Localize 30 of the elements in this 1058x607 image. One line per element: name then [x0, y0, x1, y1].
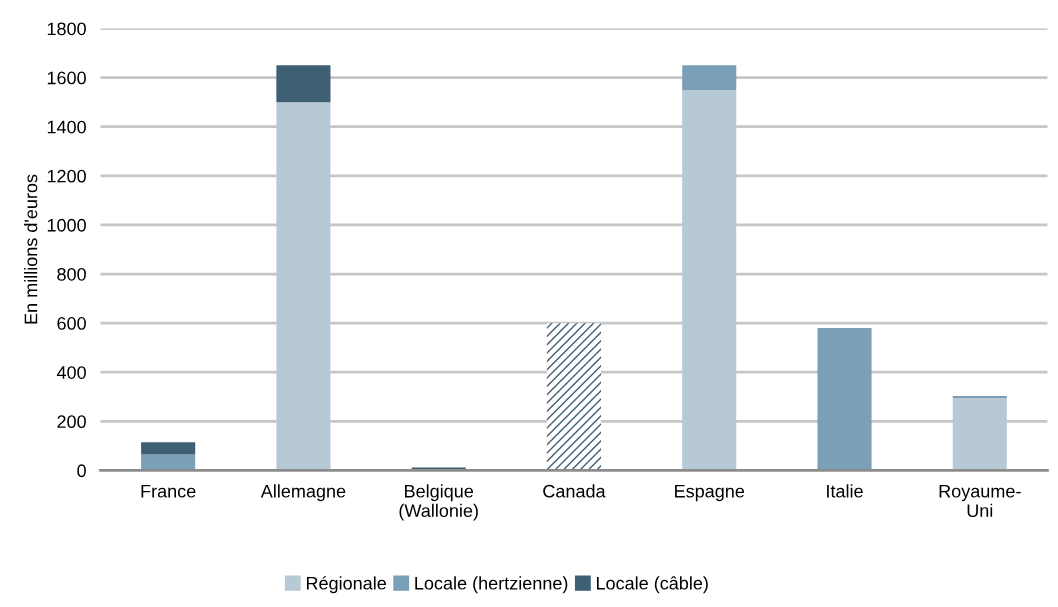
x-tick-label: Italie [827, 484, 863, 498]
y-tick-label: 200 [57, 415, 86, 429]
x-tick-label: France [141, 484, 196, 498]
bar [141, 442, 196, 455]
legend-label: Locale (câble) [596, 576, 708, 594]
y-tick-label: 400 [56, 366, 86, 379]
x-tick-label: Espagne [675, 484, 745, 502]
y-tick-label: 1600 [47, 71, 86, 85]
y-tick-label: 1400 [47, 120, 86, 134]
x-tick-label: Belgique (Wallonie) [399, 484, 478, 521]
bar [817, 328, 872, 471]
bar [952, 398, 1007, 471]
bar [276, 102, 331, 471]
y-tick-label: 600 [57, 317, 86, 330]
y-axis-title: En millions d'euros [24, 174, 38, 324]
bar [141, 454, 196, 471]
y-tick-label: 800 [57, 267, 86, 281]
x-tick-label: Royaume- Uni [939, 484, 1021, 518]
x-tick-label: Allemagne [260, 484, 346, 502]
x-tick-label: Canada [543, 484, 606, 498]
bar [546, 323, 602, 471]
legend-label: Régionale [306, 576, 386, 594]
y-tick-label: 0 [77, 464, 86, 478]
y-tick-label: 1000 [47, 218, 86, 232]
bar [682, 65, 737, 90]
bar [276, 65, 331, 103]
legend-label: Locale (hertzienne) [415, 576, 568, 594]
y-tick-label: 1800 [47, 22, 86, 36]
y-tick-label: 1200 [47, 169, 86, 183]
bar [682, 89, 737, 471]
